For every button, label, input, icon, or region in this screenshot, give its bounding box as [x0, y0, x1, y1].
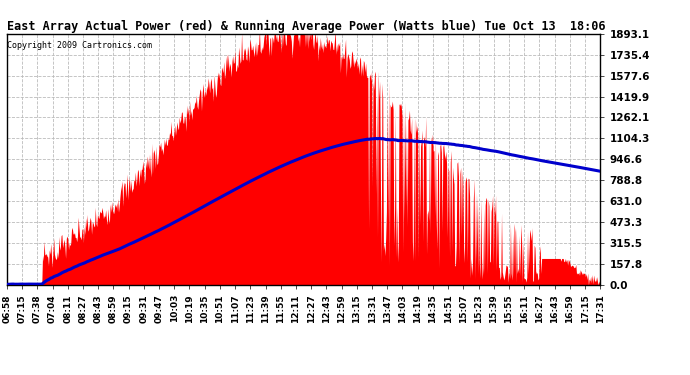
Text: East Array Actual Power (red) & Running Average Power (Watts blue) Tue Oct 13  1: East Array Actual Power (red) & Running …: [7, 20, 605, 33]
Text: Copyright 2009 Cartronics.com: Copyright 2009 Cartronics.com: [8, 41, 152, 50]
